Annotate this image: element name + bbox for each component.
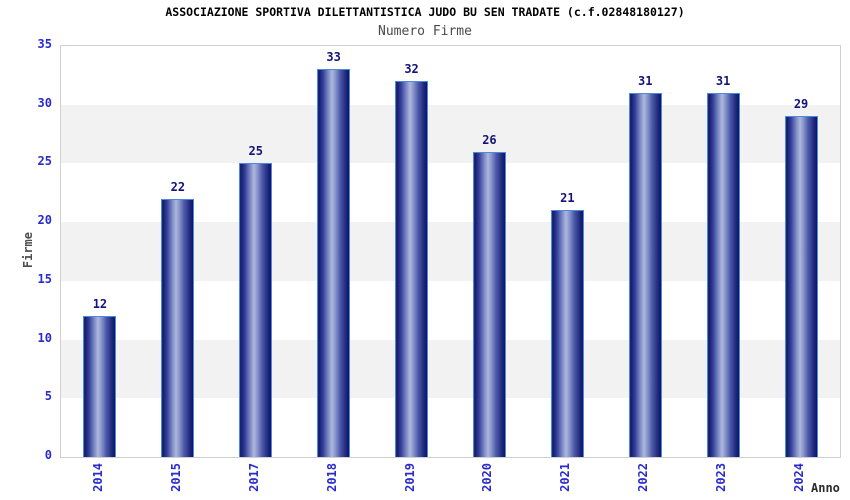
bar-value-label: 22 — [170, 180, 186, 194]
x-tick-label: 2024 — [792, 463, 807, 492]
chart-subtitle: Numero Firme — [378, 24, 472, 39]
bar-2024 — [784, 116, 818, 457]
bar-2014 — [83, 316, 117, 457]
y-tick-label: 35 — [37, 37, 52, 51]
x-tick-label: 2023 — [714, 463, 729, 492]
x-tick-label: 2020 — [480, 463, 495, 492]
x-axis-label: Anno — [811, 481, 840, 495]
y-tick-label: 30 — [37, 95, 52, 110]
bar-2020 — [472, 152, 506, 457]
x-tick-label: 2015 — [168, 463, 183, 492]
y-tick-label: 15 — [37, 271, 52, 286]
y-tick-label: 5 — [44, 389, 52, 404]
x-tick-label: 2022 — [636, 463, 651, 492]
x-tick-label: 2017 — [246, 463, 261, 492]
bar-value-label: 26 — [482, 133, 497, 147]
bar-2018 — [317, 69, 351, 457]
y-axis-label: Firme — [21, 232, 35, 269]
bar-value-label: 12 — [92, 297, 108, 311]
bar-value-label: 31 — [638, 74, 653, 88]
bar-2017 — [239, 163, 273, 457]
x-tick-label: 2021 — [558, 463, 573, 492]
bar-2015 — [161, 199, 195, 457]
bar-2021 — [550, 210, 584, 457]
x-tick-label: 2019 — [402, 463, 417, 492]
bar-value-label: 31 — [715, 74, 731, 88]
x-tick-label: 2014 — [90, 463, 105, 492]
bar-value-label: 32 — [404, 62, 419, 76]
bar-2022 — [628, 93, 662, 457]
plot-area: 12 22 25 33 32 26 21 31 31 29 — [60, 45, 841, 458]
bar-2023 — [706, 93, 740, 457]
y-tick-label: 10 — [37, 330, 52, 345]
bar-value-label: 21 — [560, 191, 575, 205]
bar-value-label: 29 — [793, 97, 809, 111]
y-tick-label: 0 — [44, 448, 52, 462]
chart-title: ASSOCIAZIONE SPORTIVA DILETTANTISTICA JU… — [165, 5, 685, 19]
bar-2019 — [395, 81, 429, 457]
y-tick-label: 20 — [37, 213, 52, 228]
bar-value-label: 25 — [248, 144, 263, 158]
bar-value-label: 33 — [326, 50, 341, 64]
y-tick-label: 25 — [37, 154, 52, 169]
x-tick-label: 2018 — [324, 463, 339, 492]
